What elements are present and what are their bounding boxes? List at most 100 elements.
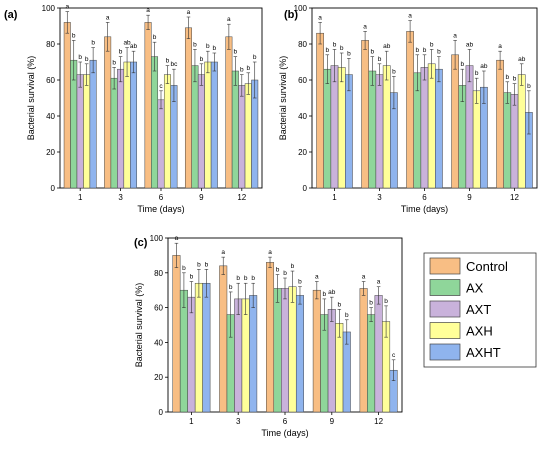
legend-label: AXHT: [466, 345, 501, 360]
panel-label: (a): [4, 9, 18, 21]
significance-letter: b: [527, 83, 531, 90]
x-tick-label: 1: [189, 417, 194, 426]
significance-letter: ab: [466, 41, 474, 48]
significance-letter: c: [159, 83, 163, 90]
significance-letter: b: [112, 59, 116, 66]
significance-letter: a: [187, 9, 191, 16]
bar: [244, 83, 252, 189]
legend-label: AXH: [466, 324, 493, 339]
significance-letter: b: [251, 275, 255, 282]
bar: [359, 288, 368, 413]
bar: [76, 74, 84, 189]
significance-letter: b: [283, 270, 287, 277]
significance-letter: ab: [130, 43, 138, 50]
bar: [281, 288, 289, 413]
significance-letter: b: [240, 67, 244, 74]
legend-swatch: [429, 322, 461, 339]
y-tick-label: 0: [303, 184, 308, 193]
bar: [187, 296, 196, 413]
bar: [110, 77, 118, 189]
bar: [503, 92, 512, 189]
bar: [89, 59, 97, 189]
significance-letter: b: [513, 76, 517, 83]
bar: [361, 40, 369, 189]
significance-letter: a: [65, 4, 69, 11]
significance-letter: ab: [518, 56, 526, 63]
bar: [435, 68, 443, 189]
bar: [427, 63, 436, 189]
y-tick-label: 80: [154, 269, 163, 278]
bar: [163, 74, 171, 189]
significance-letter: b: [206, 43, 210, 50]
x-tick-label: 6: [159, 193, 164, 202]
x-tick-label: 6: [422, 193, 427, 202]
significance-letter: b: [370, 49, 374, 56]
significance-letter: ab: [123, 40, 131, 47]
bar: [288, 286, 297, 413]
legend-swatch: [429, 300, 461, 318]
bar: [337, 67, 346, 189]
significance-letter: b: [91, 40, 95, 47]
x-tick-label: 3: [236, 417, 241, 426]
bar: [316, 32, 324, 189]
significance-letter: a: [362, 274, 366, 281]
bar: [451, 54, 459, 189]
significance-letter: b: [460, 61, 464, 68]
y-tick-label: 20: [298, 148, 307, 157]
significance-letter: b: [253, 54, 257, 61]
significance-letter: a: [175, 235, 179, 242]
y-tick-label: 60: [154, 304, 163, 313]
y-tick-label: 40: [46, 112, 55, 121]
significance-letter: b: [205, 261, 209, 268]
significance-letter: a: [453, 32, 457, 39]
bar: [231, 70, 239, 189]
bar: [374, 295, 383, 413]
x-tick-label: 12: [510, 193, 519, 202]
significance-letter: b: [213, 45, 217, 52]
bar: [312, 289, 321, 413]
y-tick-label: 0: [159, 408, 164, 417]
x-tick-label: 12: [374, 417, 383, 426]
bar: [273, 288, 282, 413]
significance-letter: b: [437, 49, 441, 56]
y-axis-title: Bacterial survival (%): [26, 56, 36, 141]
x-tick-label: 6: [283, 417, 288, 426]
y-tick-label: 80: [46, 40, 55, 49]
y-tick-label: 60: [298, 76, 307, 85]
bar: [330, 65, 339, 189]
x-axis-title: Time (days): [401, 204, 448, 214]
significance-letter: a: [106, 14, 110, 21]
bar: [368, 70, 377, 189]
bar: [266, 262, 275, 413]
significance-letter: ab: [480, 63, 488, 70]
x-tick-label: 1: [332, 193, 337, 202]
bar: [204, 61, 212, 189]
bar: [104, 36, 112, 189]
y-axis-title: Bacterial survival (%): [278, 56, 288, 141]
y-tick-label: 100: [42, 4, 56, 13]
significance-letter: b: [72, 32, 76, 39]
x-tick-label: 3: [377, 193, 382, 202]
bar: [130, 61, 138, 189]
significance-letter: a: [318, 14, 322, 21]
significance-letter: a: [221, 249, 225, 256]
bar: [234, 298, 243, 413]
significance-letter: b: [119, 49, 123, 56]
significance-letter: b: [229, 284, 233, 291]
significance-letter: b: [322, 291, 326, 298]
legend-label: AX: [466, 281, 484, 296]
bar: [172, 255, 181, 413]
significance-letter: b: [166, 58, 170, 65]
bar: [323, 68, 332, 189]
significance-letter: b: [430, 41, 434, 48]
legend-swatch: [429, 343, 461, 361]
significance-letter: b: [234, 49, 238, 56]
x-axis-title: Time (days): [261, 428, 308, 438]
bar: [117, 68, 125, 189]
y-tick-label: 40: [298, 112, 307, 121]
significance-letter: a: [408, 13, 412, 20]
significance-letter: b: [246, 65, 250, 72]
panel-a-bar-chart: (a) 0 20 40 60 80 100 1 3 6 9 12 Time (days) Bacteria…: [4, 4, 263, 214]
bar: [238, 85, 246, 189]
